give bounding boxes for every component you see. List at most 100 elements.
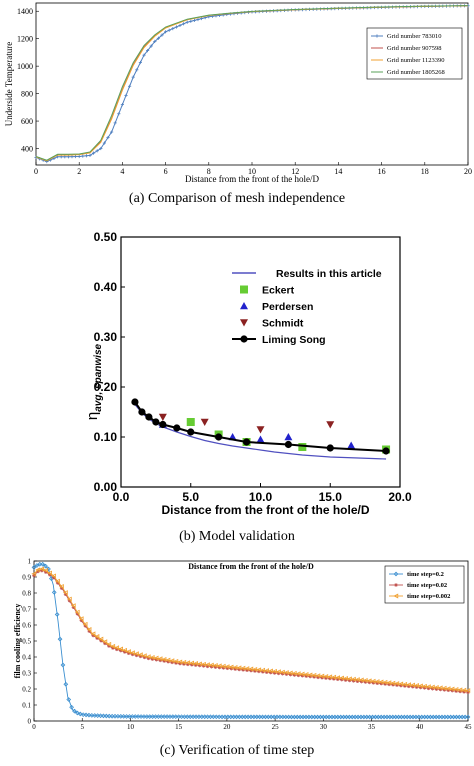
a-series-marker (182, 22, 186, 26)
c-series-marker (252, 666, 258, 672)
c-series-marker (366, 678, 372, 684)
c-series-marker-d2 (403, 684, 407, 688)
c-x-tick-label: 25 (272, 723, 280, 731)
c-series-marker (98, 636, 104, 642)
c-series-marker (331, 674, 337, 680)
c-series-marker (461, 687, 467, 693)
b-series-marker (284, 433, 293, 441)
a-x-tick-label: 16 (378, 167, 386, 176)
a-series-marker (70, 155, 74, 159)
a-series-line (35, 5, 469, 161)
c-series-marker-d2 (371, 681, 375, 685)
c-series-marker (51, 589, 57, 595)
c-series-marker (279, 669, 285, 675)
c-series-marker (382, 679, 388, 685)
c-series-marker (264, 668, 269, 674)
c-series-marker (445, 686, 451, 692)
c-series-marker-d2 (411, 685, 415, 689)
c-x-tick-label: 5 (80, 723, 84, 731)
c-series-marker-d2 (304, 674, 308, 678)
c-series-marker (232, 664, 238, 670)
c-series-marker-d2 (166, 660, 170, 664)
a-x-axis-label: Distance from the front of the hole/D (185, 174, 319, 184)
c-series-marker (224, 664, 230, 670)
c-series-marker (106, 713, 112, 719)
b-series-marker (242, 438, 251, 446)
c-series-marker-d2 (245, 668, 249, 672)
c-series-marker (244, 666, 250, 672)
c-series-marker (390, 680, 396, 686)
a-series-marker (156, 36, 160, 40)
c-y-tick-label: 0.7 (22, 606, 31, 614)
c-series-marker (133, 651, 139, 657)
c-series-marker (66, 596, 72, 602)
c-legend-marker (394, 583, 398, 587)
a-x-tick-label: 6 (164, 167, 168, 176)
c-series-marker-d2 (135, 653, 139, 657)
c-series-marker-d2 (123, 650, 127, 654)
b-y-axis-subscript: avg, spanwise (93, 343, 104, 411)
c-series-marker-d2 (127, 651, 131, 655)
a-x-tick-label: 8 (207, 167, 211, 176)
c-series-marker (465, 688, 471, 694)
c-series-marker-d2 (225, 666, 229, 670)
c-series-marker (70, 603, 76, 609)
c-series-marker (374, 679, 380, 685)
c-series-marker-d2 (237, 667, 241, 671)
caption-a: (a) Comparison of mesh independence (128, 191, 346, 206)
c-series-marker-d2 (320, 676, 324, 680)
c-series-marker-d2 (300, 674, 304, 678)
c-series-marker (429, 684, 435, 690)
c-series-marker (78, 616, 84, 622)
c-series-marker-d2 (261, 670, 265, 674)
b-legend-marker (240, 335, 248, 343)
c-series-marker-d2 (111, 646, 115, 650)
c-series-marker (98, 713, 103, 719)
a-legend-label: Grid number 907598 (387, 45, 442, 52)
b-legend-marker (240, 302, 248, 310)
a-series-marker (146, 48, 150, 53)
c-series-marker-d2 (344, 678, 348, 682)
c-x-tick-label: 35 (368, 723, 376, 731)
c-series-marker-d2 (198, 663, 202, 668)
c-series-marker (414, 683, 419, 688)
c-series-marker (54, 578, 60, 584)
a-series-marker (128, 84, 132, 88)
a-legend-label: Grid number 1123390 (387, 57, 445, 64)
c-series-marker (86, 712, 92, 718)
c-y-tick-label: 0.8 (22, 590, 31, 598)
a-series-marker (178, 23, 182, 28)
c-series-marker (69, 704, 74, 710)
c-y-tick-label: 0.4 (22, 654, 31, 662)
c-series-marker-d2 (363, 680, 367, 684)
c-series-marker (323, 674, 329, 679)
c-series-marker (86, 627, 92, 632)
c-series-marker-d2 (257, 669, 261, 673)
c-series-marker (92, 713, 98, 718)
c-series-marker (275, 669, 281, 675)
c-series-marker-d2 (340, 678, 344, 682)
c-series-marker-d2 (32, 573, 36, 577)
c-series-marker-d2 (229, 667, 233, 671)
c-series-marker-d2 (162, 659, 166, 663)
c-series-marker (417, 683, 423, 689)
c-series-marker-d2 (186, 662, 190, 666)
a-series-marker (88, 153, 92, 157)
c-series-marker-d2 (154, 658, 158, 662)
caption-b: (b) Model validation (179, 529, 295, 544)
c-series-marker-d2 (202, 664, 206, 668)
c-y-tick-label: 0.2 (22, 686, 31, 694)
b-x-tick-label: 0.0 (113, 490, 130, 504)
c-x-tick-label: 10 (127, 723, 135, 731)
c-series-marker-d2 (367, 680, 371, 684)
c-series-marker (181, 659, 187, 665)
c-y-tick-label: 0.3 (22, 670, 31, 678)
a-y-axis-label: Underside Temperature (4, 42, 14, 126)
c-legend-marker-d2 (394, 583, 398, 587)
c-series-marker-d2 (446, 688, 450, 692)
c-series-marker (453, 686, 459, 692)
b-y-axis-symbol: η (84, 412, 101, 420)
c-series-marker (165, 657, 171, 663)
c-series-marker-d2 (194, 663, 198, 667)
c-series-marker (80, 712, 86, 718)
